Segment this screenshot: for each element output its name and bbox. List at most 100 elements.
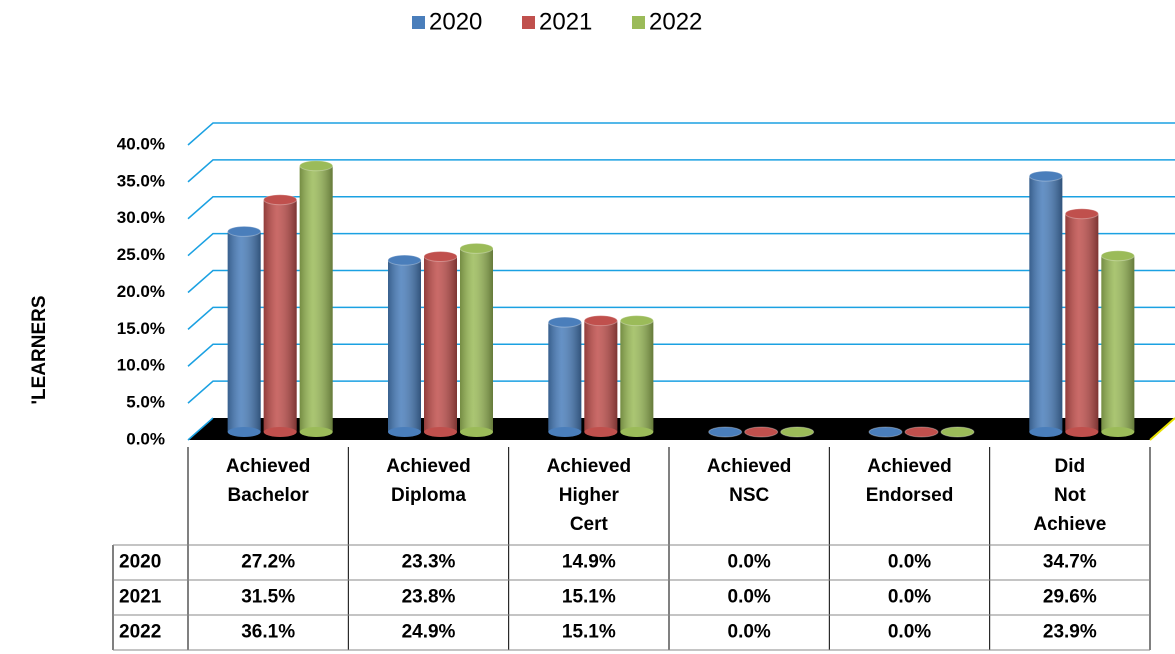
table-value: 15.1%	[562, 622, 616, 643]
y-tick-label: 15.0%	[117, 319, 165, 338]
table-value: 0.0%	[728, 587, 771, 608]
bar-top	[227, 225, 262, 237]
y-tick-label: 5.0%	[126, 393, 165, 412]
bar-shade	[548, 322, 582, 432]
grid-line	[187, 232, 1175, 257]
bar-top	[1028, 170, 1063, 182]
table-value: 14.9%	[562, 552, 616, 573]
bar-top	[744, 426, 779, 438]
bar	[904, 426, 939, 438]
legend-swatch	[412, 16, 425, 29]
bar-shade	[227, 231, 261, 432]
bar	[547, 316, 582, 437]
bar	[299, 160, 334, 437]
x-tick-label: Achieved Bachelor	[226, 456, 310, 506]
x-tick-label: Achieved NSC	[707, 456, 791, 506]
row-label: 2022	[119, 622, 161, 643]
bar	[227, 225, 262, 437]
table-value: 0.0%	[728, 622, 771, 643]
bar	[387, 254, 422, 437]
bar	[868, 426, 903, 438]
bar-top	[423, 250, 458, 262]
bar-bottom	[1101, 427, 1135, 437]
bar-top	[780, 426, 815, 438]
table-value: 0.0%	[888, 552, 931, 573]
bar-shade	[388, 260, 421, 432]
bar-top	[547, 316, 582, 328]
bar	[423, 250, 458, 437]
floor	[188, 418, 1175, 440]
table-value: 23.8%	[402, 587, 456, 608]
table-value: 0.0%	[888, 622, 931, 643]
bar-bottom	[388, 427, 421, 437]
bar-top	[940, 426, 975, 438]
table-value: 0.0%	[888, 587, 931, 608]
bar-shade	[263, 199, 297, 432]
row-label: 2021	[119, 587, 162, 608]
bar-shade	[1101, 255, 1135, 432]
legend-label: 2020	[429, 8, 482, 35]
row-label: 2020	[119, 552, 161, 573]
bar	[459, 242, 494, 437]
grid-line	[187, 159, 1175, 183]
bar	[1100, 250, 1135, 437]
table-value: 0.0%	[728, 552, 771, 573]
bar	[780, 426, 815, 438]
bar-bottom	[548, 427, 582, 437]
bar-shade	[299, 165, 333, 432]
bar-shade	[424, 256, 457, 432]
bar-top	[1100, 250, 1135, 262]
y-tick-label: 40.0%	[117, 134, 165, 153]
y-tick-label: 30.0%	[117, 208, 165, 227]
bar-bottom	[1029, 427, 1063, 437]
bar-bottom	[424, 427, 457, 437]
bar-bottom	[620, 427, 654, 437]
grid-line	[187, 380, 1175, 404]
legend-label: 2022	[649, 8, 702, 35]
bar	[1028, 170, 1063, 437]
table-value: 34.7%	[1043, 552, 1097, 573]
bar	[1064, 208, 1099, 437]
bar-bottom	[1065, 427, 1099, 437]
bar-top	[868, 426, 903, 438]
bar-shade	[1029, 176, 1063, 432]
y-tick-label: 35.0%	[117, 171, 165, 190]
table-value: 27.2%	[241, 552, 295, 573]
bar-shade	[620, 320, 654, 432]
table-value: 15.1%	[562, 587, 616, 608]
bar-top	[619, 315, 654, 327]
floor-edge	[1149, 417, 1175, 441]
x-tick-label: Did Not Achieve	[1033, 456, 1106, 535]
bar-shade	[460, 248, 493, 432]
legend-swatch	[632, 16, 645, 29]
bar	[583, 315, 618, 437]
bar-bottom	[263, 427, 297, 437]
table-value: 24.9%	[402, 622, 456, 643]
y-axis-label: 'LEARNERS	[29, 295, 50, 404]
bar	[708, 426, 743, 438]
x-tick-label: Achieved Endorsed	[866, 456, 954, 506]
table-value: 23.9%	[1043, 622, 1097, 643]
bar-top	[708, 426, 743, 438]
y-tick-label: 0.0%	[126, 429, 165, 448]
bar-top	[583, 315, 618, 327]
bar-shade	[584, 320, 618, 432]
y-tick-label: 25.0%	[117, 245, 165, 264]
bar	[619, 315, 654, 437]
bar	[744, 426, 779, 438]
bar	[940, 426, 975, 438]
x-tick-label: Achieved Diploma	[386, 456, 470, 506]
bar-bottom	[584, 427, 618, 437]
grid-line	[187, 306, 1175, 330]
y-tick-label: 20.0%	[117, 282, 165, 301]
bar-top	[263, 194, 298, 206]
y-tick-label: 10.0%	[117, 356, 165, 375]
table-value: 23.3%	[402, 552, 456, 573]
legend-label: 2021	[539, 8, 592, 35]
grid-line	[187, 196, 1175, 220]
bar	[263, 194, 298, 437]
bar-bottom	[227, 427, 261, 437]
table-value: 36.1%	[241, 622, 295, 643]
grid-line	[187, 122, 1175, 146]
